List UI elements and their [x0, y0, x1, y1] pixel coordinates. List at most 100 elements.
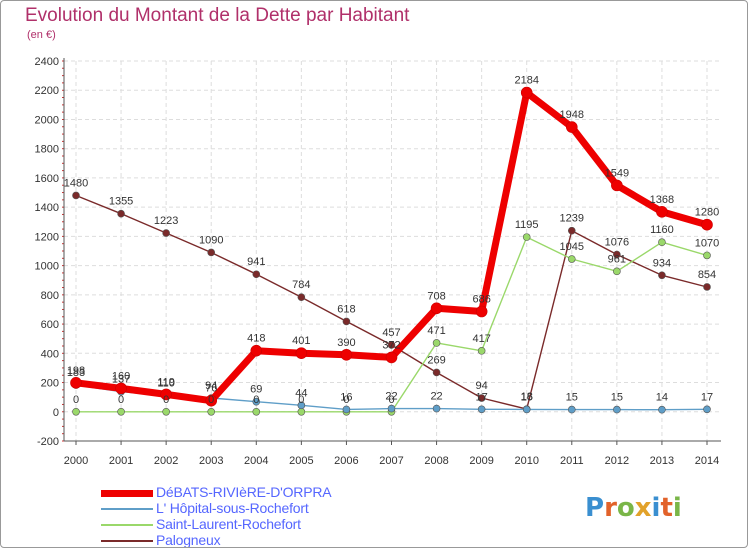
data-label: 17 — [701, 391, 713, 403]
proxiti-logo: Proxiti — [585, 493, 682, 523]
data-label: 183 — [67, 367, 85, 379]
data-point — [703, 405, 711, 414]
x-tick-label: 2006 — [334, 455, 358, 467]
data-point — [477, 394, 486, 402]
data-point — [658, 271, 666, 280]
data-point — [567, 405, 576, 414]
data-point — [613, 267, 621, 276]
data-label: 854 — [698, 269, 716, 281]
data-label: 22 — [430, 391, 442, 403]
y-tick-label: 400 — [41, 348, 59, 360]
data-label: 16 — [521, 391, 533, 403]
data-label: 1195 — [515, 219, 539, 231]
x-tick-label: 2007 — [379, 455, 403, 467]
data-label: 69 — [250, 384, 262, 396]
x-tick-label: 2000 — [64, 455, 88, 467]
data-label: 119 — [157, 376, 175, 388]
data-point — [207, 248, 216, 257]
data-point — [522, 233, 531, 241]
y-tick-label: 1400 — [35, 202, 59, 214]
data-label: 1948 — [560, 109, 584, 121]
y-tick-label: 1000 — [35, 261, 59, 273]
legend-item: L' Hôpital-sous-Rochefort — [101, 500, 401, 517]
y-tick-label: 600 — [41, 319, 59, 331]
data-point — [117, 209, 125, 218]
data-point — [70, 377, 82, 389]
data-label: 0 — [343, 394, 349, 406]
chart-subtitle: (en €) — [27, 29, 56, 41]
legend: DéBATS-RIVIèRE-D'ORPRA L' Hôpital-sous-Ro… — [101, 484, 401, 547]
data-point — [432, 368, 441, 377]
data-point — [295, 347, 308, 359]
y-tick-label: 2400 — [35, 56, 59, 68]
data-label: 1549 — [605, 167, 629, 179]
data-labels: 1480 1355 1223 1090 941 784 618 457 269 94 18 1239 1… — [64, 75, 719, 406]
legend-swatch — [101, 508, 153, 510]
data-label: 372 — [382, 339, 400, 351]
data-point — [207, 407, 216, 416]
data-label: 418 — [247, 333, 265, 345]
data-label: 0 — [253, 394, 259, 406]
data-label: 2184 — [514, 75, 538, 87]
y-tick-label: -200 — [37, 436, 59, 448]
data-label: 1045 — [560, 241, 584, 253]
data-point — [703, 251, 711, 260]
x-tick-label: 2011 — [560, 455, 584, 467]
y-tick-label: 1600 — [35, 173, 59, 185]
data-point — [162, 407, 170, 416]
data-label: 471 — [427, 325, 445, 337]
legend-item: Palogneux — [101, 532, 401, 547]
x-tick-label: 2009 — [469, 455, 493, 467]
series-debats-riviere-dorpra — [70, 86, 713, 407]
data-label: 160 — [112, 370, 130, 382]
axes: -200020040060080010001200140016001800200… — [35, 56, 721, 467]
data-point — [567, 226, 576, 235]
data-label: 961 — [608, 253, 626, 265]
data-point — [297, 293, 306, 301]
data-label: 137 — [112, 374, 130, 386]
data-point — [703, 283, 711, 291]
data-label: 0 — [163, 394, 169, 406]
data-point — [477, 347, 486, 355]
data-label: 17 — [476, 391, 488, 403]
data-point — [342, 405, 351, 414]
data-point — [72, 191, 80, 200]
data-point — [160, 388, 172, 401]
data-point — [340, 348, 353, 361]
data-label: 1280 — [695, 207, 719, 219]
data-label: 934 — [653, 257, 671, 269]
data-point — [297, 401, 306, 410]
data-label: 15 — [611, 392, 623, 404]
y-tick-label: 2200 — [35, 85, 59, 97]
data-point — [658, 238, 666, 247]
data-label: 1160 — [650, 224, 674, 236]
series-palogneux — [72, 191, 711, 413]
data-label: 94 — [476, 380, 488, 392]
data-label: 1076 — [605, 237, 629, 249]
data-point — [656, 206, 668, 218]
x-tick-label: 2005 — [289, 455, 313, 467]
data-label: 94 — [205, 380, 217, 392]
data-point — [613, 405, 621, 414]
x-tick-label: 2001 — [109, 455, 133, 467]
legend-swatch — [101, 489, 153, 497]
data-label: 0 — [118, 394, 124, 406]
legend-label: DéBATS-RIVIèRE-D'ORPRA — [156, 484, 332, 500]
x-tick-label: 2013 — [650, 455, 674, 467]
data-label: 198 — [67, 365, 85, 377]
data-point — [252, 270, 261, 279]
data-label: 14 — [656, 392, 668, 404]
data-point — [117, 407, 125, 416]
data-label: 0 — [298, 394, 304, 406]
x-tick-label: 2002 — [154, 455, 178, 467]
data-label: 401 — [292, 335, 310, 347]
data-point — [658, 405, 666, 414]
data-point — [387, 404, 396, 413]
data-label: 784 — [292, 279, 310, 291]
data-point — [297, 407, 306, 416]
data-label: 110 — [157, 378, 175, 390]
data-point — [522, 405, 531, 414]
data-label: 941 — [247, 256, 265, 268]
data-label: 618 — [337, 303, 355, 315]
